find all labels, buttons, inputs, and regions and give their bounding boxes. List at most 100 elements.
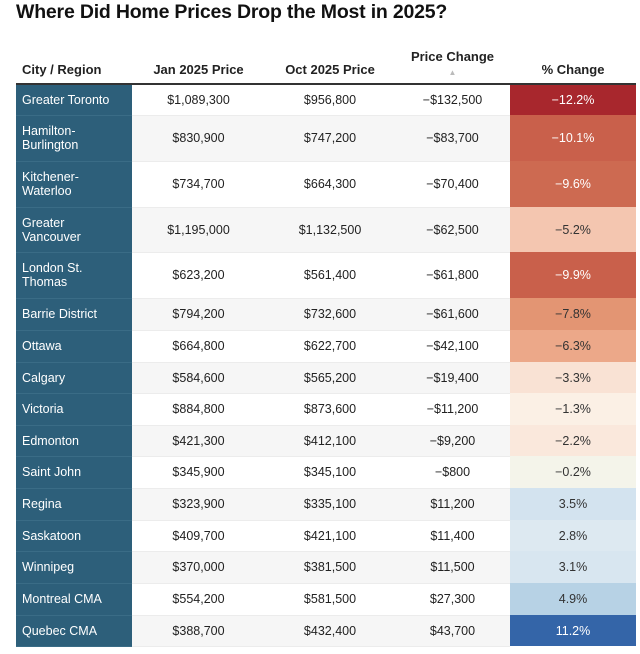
cell-oct-price: $561,400 (265, 252, 395, 299)
header-price-change[interactable]: Price Change ▲ (395, 40, 510, 85)
cell-price-change: $11,500 (395, 551, 510, 584)
cell-oct-price: $581,500 (265, 583, 395, 616)
table-row: Hamilton- Burlington $830,900 $747,200 −$83… (16, 115, 636, 162)
cell-oct-price: $565,200 (265, 362, 395, 394)
cell-price-change: $27,300 (395, 583, 510, 616)
header-price-change-label: Price Change (410, 49, 495, 64)
cell-jan-price: $345,900 (132, 456, 265, 489)
cell-oct-price: $421,100 (265, 520, 395, 552)
table-row: Victoria $884,800 $873,600 −$11,200 −1.3% (16, 393, 636, 426)
cell-oct-price: $873,600 (265, 393, 395, 426)
cell-city: Montreal CMA (16, 583, 132, 616)
cell-jan-price: $409,700 (132, 520, 265, 552)
cell-oct-price: $664,300 (265, 161, 395, 208)
cell-price-change: $43,700 (395, 615, 510, 647)
table-row: Saint John $345,900 $345,100 −$800 −0.2% (16, 456, 636, 489)
cell-pct-change: 2.8% (510, 520, 636, 551)
cell-jan-price: $830,900 (132, 115, 265, 162)
cell-city: Greater Vancouver (16, 207, 132, 253)
cell-price-change: −$70,400 (395, 161, 510, 208)
cell-city: Quebec CMA (16, 615, 132, 647)
cell-jan-price: $421,300 (132, 425, 265, 457)
cell-pct-change: −6.3% (510, 330, 636, 362)
cell-jan-price: $554,200 (132, 583, 265, 616)
cell-price-change: −$62,500 (395, 207, 510, 253)
cell-price-change: −$11,200 (395, 393, 510, 426)
cell-oct-price: $622,700 (265, 330, 395, 363)
table-row: Saskatoon $409,700 $421,100 $11,400 2.8% (16, 520, 636, 552)
cell-price-change: $11,200 (395, 488, 510, 521)
header-city[interactable]: City / Region (16, 40, 132, 85)
table-row: Quebec CMA $388,700 $432,400 $43,700 11.2% (16, 615, 636, 647)
table-row: Ottawa $664,800 $622,700 −$42,100 −6.3% (16, 330, 636, 363)
table-row: London St. Thomas $623,200 $561,400 −$61,80… (16, 252, 636, 299)
cell-jan-price: $323,900 (132, 488, 265, 521)
cell-jan-price: $664,800 (132, 330, 265, 363)
cell-jan-price: $734,700 (132, 161, 265, 208)
cell-jan-price: $370,000 (132, 551, 265, 584)
cell-city: Edmonton (16, 425, 132, 457)
cell-city: Greater Toronto (16, 84, 132, 116)
header-oct-price[interactable]: Oct 2025 Price (265, 40, 395, 85)
table-row: Barrie District $794,200 $732,600 −$61,600−… (16, 298, 636, 331)
cell-jan-price: $1,089,300 (132, 84, 265, 116)
cell-oct-price: $747,200 (265, 115, 395, 162)
cell-pct-change: −9.6% (510, 161, 636, 207)
table-row: Kitchener- Waterloo $734,700 $664,300 −$70,… (16, 161, 636, 208)
cell-city: Calgary (16, 362, 132, 394)
cell-oct-price: $1,132,500 (265, 207, 395, 253)
cell-oct-price: $345,100 (265, 456, 395, 489)
page-title: Where Did Home Prices Drop the Most in 2… (16, 1, 448, 23)
cell-pct-change: −0.2% (510, 456, 636, 488)
cell-price-change: −$61,600 (395, 298, 510, 331)
cell-city: Regina (16, 488, 132, 521)
cell-price-change: −$42,100 (395, 330, 510, 363)
table-row: Winnipeg $370,000 $381,500 $11,500 3.1% (16, 551, 636, 584)
cell-pct-change: 11.2% (510, 615, 636, 646)
sort-ascending-icon[interactable]: ▲ (448, 68, 457, 77)
cell-jan-price: $584,600 (132, 362, 265, 394)
cell-price-change: −$132,500 (395, 84, 510, 116)
table-row: Montreal CMA $554,200 $581,500 $27,300 4.9% (16, 583, 636, 616)
cell-pct-change: −2.2% (510, 425, 636, 456)
cell-pct-change: −5.2% (510, 207, 636, 252)
cell-pct-change: 3.1% (510, 551, 636, 583)
cell-pct-change: −1.3% (510, 393, 636, 425)
cell-jan-price: $623,200 (132, 252, 265, 299)
table-row: Calgary $584,600 $565,200 −$19,400 −3.3% (16, 362, 636, 394)
cell-city: Barrie District (16, 298, 132, 331)
cell-jan-price: $1,195,000 (132, 207, 265, 253)
cell-oct-price: $335,100 (265, 488, 395, 521)
cell-price-change: −$9,200 (395, 425, 510, 457)
cell-pct-change: 3.5% (510, 488, 636, 520)
header-row: City / Region Jan 2025 Price Oct 2025 Pr… (16, 40, 636, 85)
cell-city: Saskatoon (16, 520, 132, 552)
cell-oct-price: $432,400 (265, 615, 395, 647)
cell-oct-price: $732,600 (265, 298, 395, 331)
table-row: Greater Toronto $1,089,300 $956,800 −$132,5… (16, 84, 636, 116)
cell-pct-change: −7.8% (510, 298, 636, 330)
cell-city: Saint John (16, 456, 132, 489)
cell-oct-price: $381,500 (265, 551, 395, 584)
cell-price-change: −$19,400 (395, 362, 510, 394)
cell-pct-change: 4.9% (510, 583, 636, 615)
cell-price-change: −$61,800 (395, 252, 510, 299)
cell-city: Winnipeg (16, 551, 132, 584)
table-row: Edmonton $421,300 $412,100 −$9,200 −2.2% (16, 425, 636, 457)
cell-oct-price: $412,100 (265, 425, 395, 457)
cell-price-change: $11,400 (395, 520, 510, 552)
header-jan-price[interactable]: Jan 2025 Price (132, 40, 265, 85)
cell-oct-price: $956,800 (265, 84, 395, 116)
price-table: City / Region Jan 2025 Price Oct 2025 Pr… (16, 40, 636, 647)
cell-pct-change: −10.1% (510, 115, 636, 161)
cell-pct-change: −3.3% (510, 362, 636, 393)
cell-city: Kitchener- Waterloo (16, 161, 132, 208)
cell-city: Hamilton- Burlington (16, 115, 132, 162)
header-pct-change[interactable]: % Change (510, 40, 636, 85)
table-row: Greater Vancouver $1,195,000 $1,132,500 −$6… (16, 207, 636, 253)
table-row: Regina $323,900 $335,100 $11,200 3.5% (16, 488, 636, 521)
cell-jan-price: $884,800 (132, 393, 265, 426)
cell-jan-price: $794,200 (132, 298, 265, 331)
cell-price-change: −$800 (395, 456, 510, 489)
cell-city: Ottawa (16, 330, 132, 363)
